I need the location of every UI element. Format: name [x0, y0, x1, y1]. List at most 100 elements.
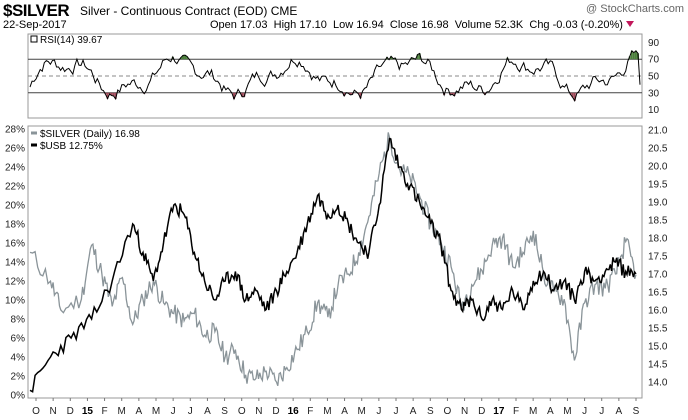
left-axis-tick-label: 20% [5, 201, 25, 212]
left-axis-tick-label: 22% [5, 182, 25, 193]
x-axis-month-label: J [582, 406, 587, 417]
rsi-legend-label: RSI(14) 39.67 [40, 35, 103, 46]
right-axis-tick-label: 19.5 [648, 180, 668, 191]
left-axis-tick-label: 26% [5, 144, 25, 155]
usb-legend-label: $USB 12.75% [40, 141, 103, 152]
left-axis-tick-label: 12% [5, 277, 25, 288]
x-axis-month-label: D [272, 406, 279, 417]
right-axis-tick-label: 18.5 [648, 216, 668, 227]
low-label: Low [332, 19, 354, 31]
exchange-label: CME [270, 4, 298, 18]
left-axis-tick-label: 16% [5, 239, 25, 250]
x-axis-month-label: O [238, 406, 246, 417]
rsi-tick-label: 50 [648, 72, 660, 83]
low-value: 16.94 [356, 19, 384, 31]
x-axis-month-label: D [67, 406, 74, 417]
symbol-title: $SILVER [3, 1, 70, 20]
x-axis-month-label: A [136, 406, 143, 417]
x-axis-month-label: M [152, 406, 160, 417]
right-axis-tick-label: 20.5 [648, 144, 668, 155]
x-axis-month-label: S [633, 406, 640, 417]
chg-value: -0.03 (-0.20%) [552, 19, 623, 31]
x-axis-month-label: J [376, 406, 381, 417]
x-axis-month-label: 17 [493, 406, 505, 417]
quote-date: 22-Sep-2017 [3, 19, 67, 31]
rsi-tick-label: 10 [648, 105, 660, 116]
x-axis-month-label: A [616, 406, 623, 417]
right-axis-tick-label: 20.0 [648, 162, 668, 173]
chart-header: $SILVER Silver - Continuous Contract (EO… [0, 0, 688, 32]
x-axis-month-label: A [204, 406, 211, 417]
high-value: 17.10 [299, 19, 327, 31]
x-axis-month-label: M [563, 406, 571, 417]
left-axis-tick-label: 8% [11, 315, 26, 326]
x-axis-month-label: S [221, 406, 228, 417]
left-axis-tick-label: 6% [11, 334, 26, 345]
x-axis-month-label: A [341, 406, 348, 417]
x-axis-month-label: M [323, 406, 331, 417]
right-axis-tick-label: 19.0 [648, 198, 668, 209]
rsi-tick-label: 30 [648, 88, 660, 99]
description-text: Silver - Continuous Contract (EOD) [80, 4, 268, 18]
right-axis-tick-label: 21.0 [648, 126, 668, 137]
silver-legend-label: $SILVER (Daily) 16.98 [40, 129, 140, 140]
x-axis-month-label: A [410, 406, 417, 417]
x-axis-month-label: O [444, 406, 452, 417]
close-value: 16.98 [421, 19, 449, 31]
usb-series-line [29, 137, 637, 393]
right-axis-tick-label: 14.0 [648, 378, 668, 389]
x-axis-month-label: F [102, 406, 108, 417]
left-axis-tick-label: 14% [5, 258, 25, 269]
x-axis-month-label: M [118, 406, 126, 417]
stockcharts-watermark: @ StockCharts.com [586, 3, 684, 15]
right-axis-tick-label: 15.0 [648, 342, 668, 353]
x-axis-month-label: A [547, 406, 554, 417]
right-axis-tick-label: 17.0 [648, 270, 668, 281]
x-axis-month-label: N [50, 406, 57, 417]
down-triangle-icon [625, 21, 634, 27]
chg-label: Chg [529, 19, 550, 31]
left-axis-tick-label: 24% [5, 163, 25, 174]
rsi-tick-label: 70 [648, 55, 660, 66]
x-axis-month-label: J [171, 406, 176, 417]
left-axis-tick-label: 28% [5, 125, 25, 136]
volume-value: 52.3K [494, 19, 524, 31]
symbol-description: Silver - Continuous Contract (EOD) CME [80, 4, 297, 18]
x-axis-month-label: D [478, 406, 485, 417]
rsi-series-line [29, 49, 641, 102]
x-axis-month-label: J [394, 406, 399, 417]
left-axis-tick-label: 10% [5, 296, 25, 307]
x-axis-month-label: M [358, 406, 366, 417]
x-axis-month-label: 15 [82, 406, 94, 417]
x-axis-month-label: O [32, 406, 40, 417]
x-axis-month-label: N [461, 406, 468, 417]
left-axis-tick-label: 4% [11, 353, 26, 364]
x-axis-month-label: 16 [288, 406, 300, 417]
open-value: 17.03 [239, 19, 268, 31]
right-axis-tick-label: 16.5 [648, 288, 668, 299]
silver-series-line [29, 132, 637, 387]
x-axis-month-label: F [513, 406, 519, 417]
x-axis-month-label: J [188, 406, 193, 417]
close-label: Close [389, 19, 419, 31]
x-axis-month-label: J [599, 406, 604, 417]
left-axis-tick-label: 2% [11, 372, 26, 383]
right-axis-tick-label: 17.5 [648, 252, 668, 263]
left-axis-tick-label: 18% [5, 220, 25, 231]
x-axis-month-label: M [529, 406, 537, 417]
high-label: High [273, 19, 297, 31]
right-axis-tick-label: 16.0 [648, 306, 668, 317]
right-axis-tick-label: 14.5 [648, 360, 668, 371]
x-axis-month-label: S [427, 406, 434, 417]
rsi-tick-label: 90 [648, 38, 660, 49]
right-axis-tick-label: 18.0 [648, 234, 668, 245]
right-axis-tick-label: 15.5 [648, 324, 668, 335]
x-axis-month-label: N [255, 406, 262, 417]
rsi-legend-swatch [30, 35, 38, 43]
open-label: Open [210, 19, 237, 31]
volume-label: Volume [454, 19, 492, 31]
left-axis-tick-label: 0% [11, 391, 26, 402]
x-axis-month-label: F [307, 406, 313, 417]
